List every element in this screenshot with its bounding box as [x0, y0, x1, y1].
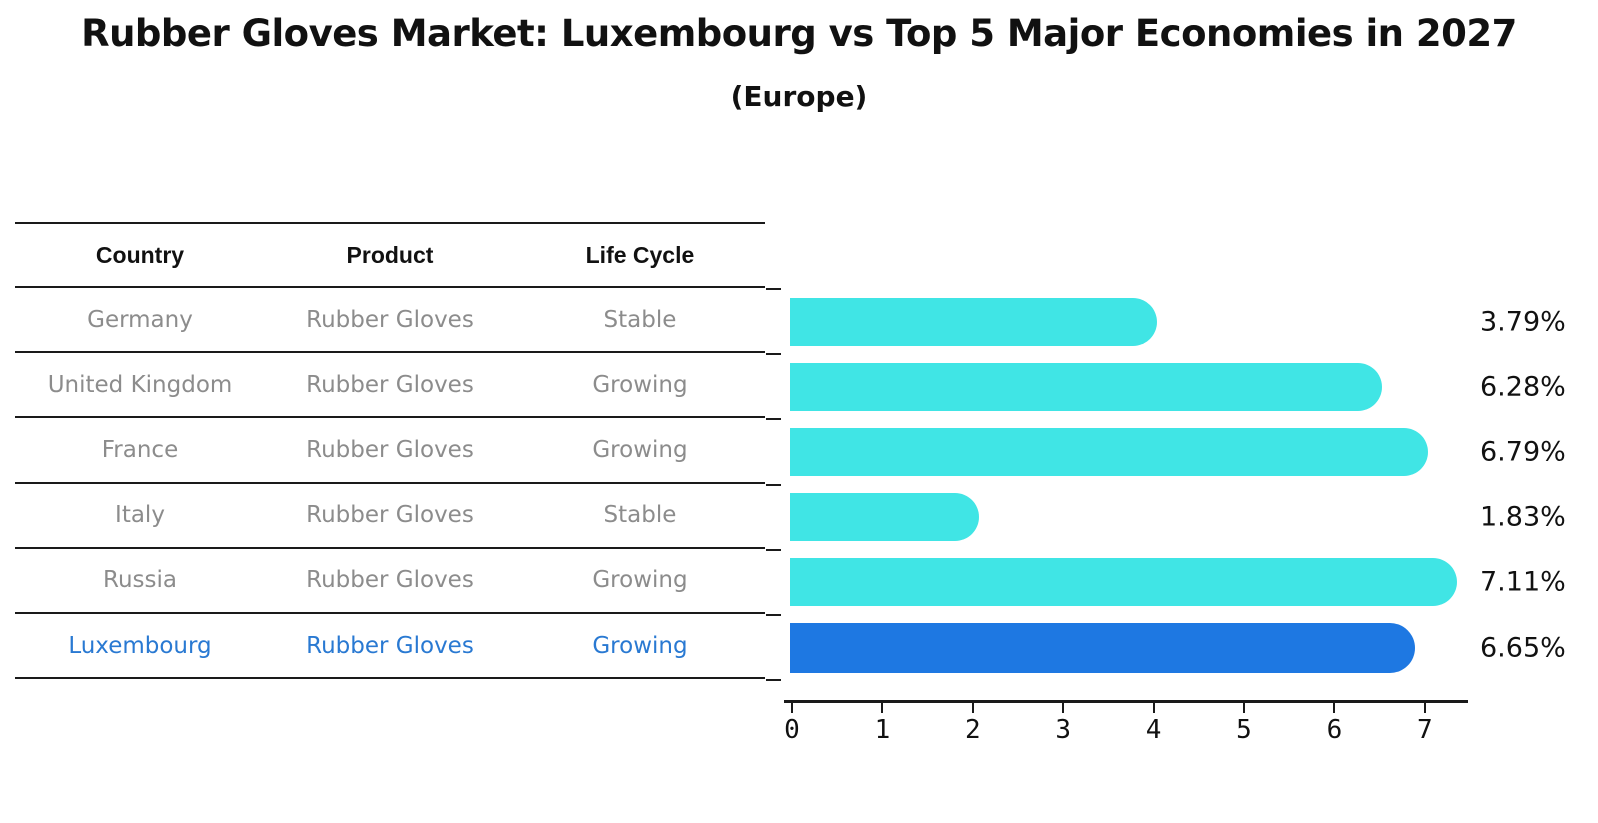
page-subtitle: (Europe) — [730, 80, 868, 113]
x-axis-tick — [881, 703, 884, 713]
x-axis-tick-label: 2 — [964, 715, 981, 745]
bar-italy — [790, 493, 980, 542]
bar-france — [790, 427, 1428, 476]
x-axis-tick — [971, 703, 974, 713]
bar-united-kingdom — [790, 362, 1382, 411]
product-cell: Rubber Gloves — [306, 306, 474, 333]
y-axis-tick — [766, 483, 781, 486]
x-axis-tick-label: 4 — [1145, 715, 1162, 745]
x-axis-tick-label: 7 — [1416, 715, 1433, 745]
table-row: Germany Rubber Gloves Stable — [15, 288, 765, 354]
bar-row-luxembourg: 6.65% — [790, 615, 1580, 680]
product-cell: Rubber Gloves — [306, 371, 474, 398]
column-header-country: Country — [95, 241, 185, 268]
bar-value-label: 6.79% — [1480, 436, 1566, 468]
table-row-luxembourg-highlighted: Luxembourg Rubber Gloves Growing — [15, 614, 765, 680]
country-cell: France — [101, 436, 179, 463]
table-row: United Kingdom Rubber Gloves Growing — [15, 353, 765, 419]
x-axis-tick — [1152, 703, 1155, 713]
table-row: Russia Rubber Gloves Growing — [15, 549, 765, 614]
product-cell: Rubber Gloves — [306, 632, 474, 659]
life-cycle-cell: Growing — [592, 632, 688, 659]
product-cell: Rubber Gloves — [306, 436, 474, 463]
country-table: Country Product Life Cycle Germany Rubbe… — [15, 222, 765, 680]
bar-value-label: 6.65% — [1480, 632, 1566, 664]
column-header-product: Product — [346, 241, 434, 268]
table-row: Italy Rubber Gloves Stable — [15, 484, 765, 549]
x-axis-tick-label: 3 — [1055, 715, 1072, 745]
country-cell: Luxembourg — [68, 632, 212, 659]
x-axis-tick — [1423, 703, 1426, 713]
bar-value-label: 3.79% — [1480, 306, 1566, 338]
x-axis-tick-label: 6 — [1326, 715, 1343, 745]
x-axis-tick-label: 1 — [874, 715, 891, 745]
y-axis-tick — [766, 353, 781, 356]
product-cell: Rubber Gloves — [306, 567, 474, 594]
table-row: France Rubber Gloves Growing — [15, 418, 765, 484]
y-axis-tick — [766, 288, 781, 290]
bar-germany — [790, 297, 1157, 346]
bar-row-russia: 7.11% — [790, 550, 1580, 615]
x-axis-tick — [1062, 703, 1065, 713]
y-axis-tick — [766, 548, 781, 551]
bar-row-italy: 1.83% — [790, 485, 1580, 550]
table-header-row: Country Product Life Cycle — [15, 222, 765, 288]
product-cell: Rubber Gloves — [306, 502, 474, 529]
life-cycle-cell: Growing — [592, 436, 688, 463]
life-cycle-cell: Stable — [603, 306, 677, 333]
bar-row-france: 6.79% — [790, 419, 1580, 484]
bar-row-united-kingdom: 6.28% — [790, 354, 1580, 419]
x-axis-tick-label: 0 — [784, 715, 800, 745]
life-cycle-cell: Stable — [603, 502, 677, 529]
country-cell: Italy — [115, 502, 165, 529]
country-cell: United Kingdom — [47, 371, 233, 398]
column-header-life-cycle: Life Cycle — [585, 241, 695, 268]
bar-value-label: 7.11% — [1480, 566, 1566, 598]
y-axis-tick — [766, 614, 781, 616]
life-cycle-cell: Growing — [592, 567, 688, 594]
x-axis-tick — [1243, 703, 1245, 713]
bar-russia — [790, 558, 1457, 607]
bar-value-label: 1.83% — [1480, 501, 1566, 533]
life-cycle-cell: Growing — [592, 371, 688, 398]
bar-value-label: 6.28% — [1480, 371, 1566, 403]
country-cell: Germany — [87, 306, 193, 333]
x-axis-line — [784, 700, 1468, 703]
y-axis-tick — [766, 679, 781, 682]
y-axis-tick — [766, 418, 781, 421]
x-axis-tick — [791, 703, 793, 713]
page-title: Rubber Gloves Market: Luxembourg vs Top … — [81, 12, 1517, 55]
bar-luxembourg-highlighted — [790, 622, 1416, 673]
x-axis-tick-label: 5 — [1236, 715, 1252, 745]
x-axis-tick — [1333, 703, 1336, 713]
bar-chart: 3.79% 6.28% 6.79% 1.83% 7.11% 6.65% — [766, 288, 1580, 769]
bar-row-germany: 3.79% — [790, 289, 1580, 354]
country-cell: Russia — [103, 567, 177, 594]
